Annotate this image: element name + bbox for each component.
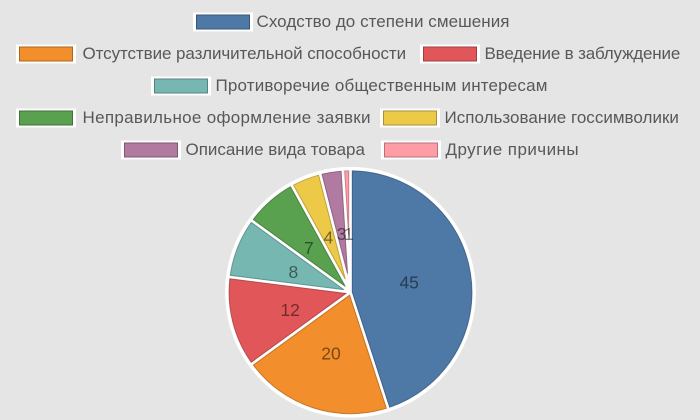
svg-text:45: 45 <box>399 272 418 292</box>
svg-text:8: 8 <box>289 262 299 282</box>
svg-text:20: 20 <box>321 343 341 363</box>
svg-text:Противоречие общественным инте: Противоречие общественным интересам <box>216 76 548 95</box>
svg-text:1: 1 <box>344 224 354 244</box>
svg-text:4: 4 <box>324 228 334 248</box>
svg-text:Неправильное оформление заявки: Неправильное оформление заявки <box>83 108 371 127</box>
svg-text:12: 12 <box>280 300 299 320</box>
svg-text:Сходство до степени смешения: Сходство до степени смешения <box>257 12 510 31</box>
svg-text:Описание вида товара: Описание вида товара <box>186 140 366 159</box>
svg-text:3: 3 <box>337 224 347 244</box>
svg-text:Другие причины: Другие причины <box>446 140 580 159</box>
svg-text:Отсутствие различительной спос: Отсутствие различительной способности <box>83 44 407 63</box>
svg-text:7: 7 <box>304 238 314 258</box>
svg-text:Использование госсимволики: Использование госсимволики <box>445 108 679 127</box>
svg-text:Введение в заблуждение: Введение в заблуждение <box>485 44 681 63</box>
